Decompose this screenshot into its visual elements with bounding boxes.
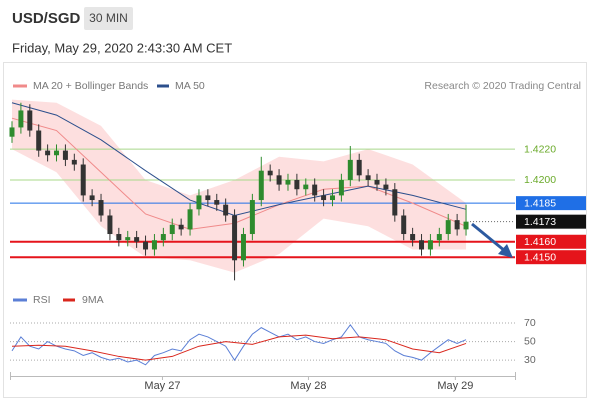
- candle-body: [196, 195, 202, 210]
- candle-body: [9, 127, 15, 137]
- candle-body: [223, 204, 229, 216]
- level-label: 1.4160: [524, 236, 556, 248]
- candle-body: [240, 234, 246, 261]
- candle-body: [392, 189, 398, 216]
- candle-body: [54, 150, 60, 156]
- rsi-ma-line: [11, 334, 467, 361]
- candle-body: [383, 184, 389, 190]
- bollinger-band: [12, 99, 467, 273]
- rsi-line: [11, 324, 467, 366]
- candle-body: [329, 195, 335, 201]
- candle-body: [249, 200, 255, 235]
- candle-body: [116, 234, 122, 241]
- candle-body: [258, 170, 264, 201]
- candle-body: [134, 237, 140, 242]
- legend-label: 9MA: [82, 294, 104, 306]
- level-label: 1.4150: [524, 251, 556, 263]
- candle-body: [45, 150, 51, 156]
- candle-body: [303, 184, 309, 190]
- chart-frame: [3, 62, 587, 398]
- level-label-box: [516, 234, 586, 249]
- legend-label: RSI: [33, 294, 51, 306]
- candle-body: [62, 150, 68, 160]
- candle-body: [89, 195, 95, 201]
- forecast-arrow: [471, 222, 513, 258]
- candle-body: [151, 240, 157, 250]
- candle-body: [71, 159, 77, 165]
- arrow-head: [498, 244, 513, 258]
- candle-body: [98, 200, 104, 216]
- symbol: USD/SGD: [12, 10, 81, 27]
- candle-body: [232, 215, 238, 261]
- candle-body: [427, 240, 433, 250]
- timestamp: Friday, May 29, 2020 2:43:30 AM CET: [12, 40, 232, 55]
- rsi-tick-label: 50: [524, 335, 536, 347]
- candle-body: [205, 195, 211, 201]
- candle-body: [374, 179, 380, 185]
- rsi-tick-label: 70: [524, 317, 536, 329]
- x-tick-label: May 29: [437, 380, 473, 392]
- level-label: 1.4220: [524, 143, 556, 155]
- candle-body: [18, 110, 24, 128]
- credit: Research © 2020 Trading Central: [424, 80, 581, 92]
- level-label-box: [516, 250, 586, 265]
- candle-body: [285, 179, 291, 185]
- level-label: 1.4185: [524, 197, 556, 209]
- candle-body: [276, 175, 282, 185]
- rsi-tick-label: 30: [524, 354, 536, 366]
- candle-body: [436, 234, 442, 241]
- x-tick-label: May 28: [290, 380, 326, 392]
- candle-body: [454, 220, 460, 230]
- candle-body: [365, 175, 371, 180]
- candle-body: [445, 220, 451, 235]
- x-tick-label: May 27: [144, 380, 180, 392]
- level-label: 1.4200: [524, 174, 556, 186]
- candle-body: [294, 179, 300, 190]
- candle-body: [36, 130, 42, 151]
- interval-button[interactable]: [84, 7, 133, 30]
- candle-body: [214, 200, 220, 205]
- candle-body: [169, 224, 175, 235]
- candle-body: [143, 241, 149, 250]
- candle-body: [410, 234, 416, 241]
- candle-body: [338, 179, 344, 196]
- level-label: 1.4173: [524, 216, 556, 228]
- candle-body: [267, 170, 273, 176]
- candle-body: [356, 159, 362, 176]
- candle-body: [107, 215, 113, 235]
- candle-body: [80, 164, 86, 196]
- candle-body: [27, 110, 33, 131]
- candle-body: [187, 209, 193, 230]
- candle-body: [312, 184, 318, 196]
- candle-body: [401, 215, 407, 235]
- candle-body: [347, 159, 353, 180]
- candle-body: [125, 237, 131, 241]
- level-label-box: [516, 214, 586, 229]
- legend-label: MA 20 + Bollinger Bands: [33, 80, 148, 92]
- candle-body: [160, 234, 166, 241]
- candle-body: [419, 240, 425, 250]
- candle-body: [463, 221, 469, 230]
- arrow-shaft: [471, 222, 506, 253]
- level-label-box: [516, 196, 586, 211]
- interval-label[interactable]: 30 MIN: [89, 11, 128, 25]
- legend-label: MA 50: [175, 80, 205, 92]
- candle-body: [321, 195, 327, 201]
- candle-body: [178, 224, 184, 230]
- plot: 1.4220 1.4200 1.4185 1.4160 1.4150 1.4173 30 50…: [9, 99, 586, 366]
